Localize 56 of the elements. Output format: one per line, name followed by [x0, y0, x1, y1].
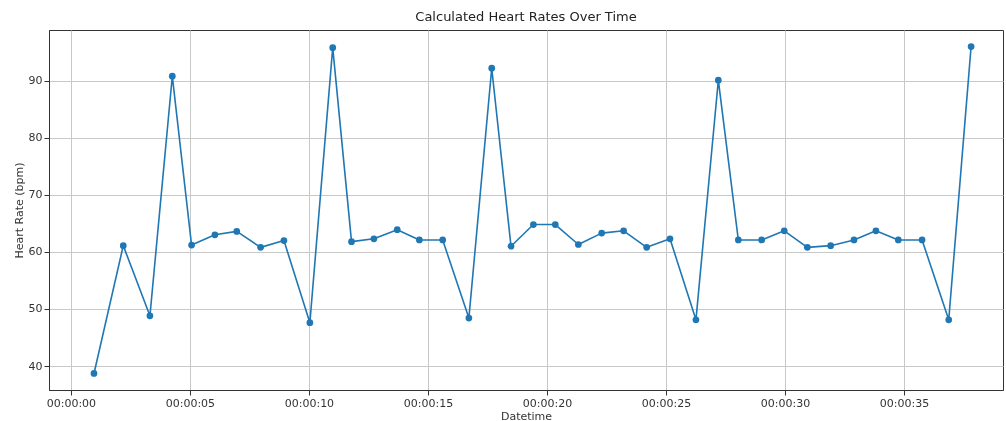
y-tick-label: 50 — [28, 302, 43, 316]
point — [827, 242, 835, 250]
point — [780, 227, 788, 235]
point — [90, 370, 98, 377]
point — [416, 236, 423, 244]
point — [488, 64, 496, 72]
x-tick-label: 00:00:20 — [522, 396, 573, 410]
point — [850, 236, 858, 244]
x-tick-label: 00:00:15 — [403, 396, 454, 410]
point — [280, 237, 288, 244]
point — [233, 228, 241, 235]
point — [918, 236, 926, 244]
y-tick-label: 70 — [28, 188, 43, 202]
point — [734, 236, 742, 244]
x-tick-label: 00:00:25 — [641, 396, 692, 410]
point — [666, 235, 674, 243]
point — [945, 316, 953, 324]
point — [507, 242, 515, 250]
point — [439, 236, 447, 244]
point — [306, 319, 314, 327]
point — [370, 235, 378, 243]
point — [643, 244, 651, 251]
x-tick-label: 00:00:30 — [760, 396, 811, 410]
point — [188, 241, 195, 249]
y-axis-title: Heart Rate (bpm) — [12, 162, 26, 259]
point — [168, 72, 176, 80]
point — [803, 244, 811, 251]
x-tick-label: 00:00:10 — [284, 396, 335, 410]
point — [257, 244, 264, 251]
x-tick-label: 00:00:00 — [46, 396, 97, 410]
point — [146, 312, 154, 320]
point — [894, 236, 902, 244]
point — [692, 316, 700, 324]
x-tick-label: 00:00:05 — [165, 396, 216, 410]
point — [967, 43, 975, 50]
point — [465, 314, 473, 322]
point — [348, 238, 355, 246]
y-tick-label: 90 — [28, 74, 43, 88]
chart-title: Calculated Heart Rates Over Time — [415, 9, 637, 24]
y-tick-label: 40 — [28, 359, 43, 373]
x-tick-label: 00:00:35 — [879, 396, 930, 410]
point — [714, 76, 722, 84]
point — [393, 226, 401, 234]
point — [211, 231, 219, 239]
point — [329, 44, 337, 52]
point — [758, 236, 765, 244]
point — [872, 227, 880, 235]
point — [551, 221, 559, 228]
y-tick-label: 80 — [28, 131, 43, 145]
x-axis-title: Datetime — [500, 409, 553, 421]
point — [575, 241, 582, 248]
point — [598, 229, 606, 237]
point — [119, 242, 127, 250]
point — [530, 221, 537, 228]
y-tick-label: 60 — [28, 245, 43, 259]
point — [620, 227, 627, 235]
